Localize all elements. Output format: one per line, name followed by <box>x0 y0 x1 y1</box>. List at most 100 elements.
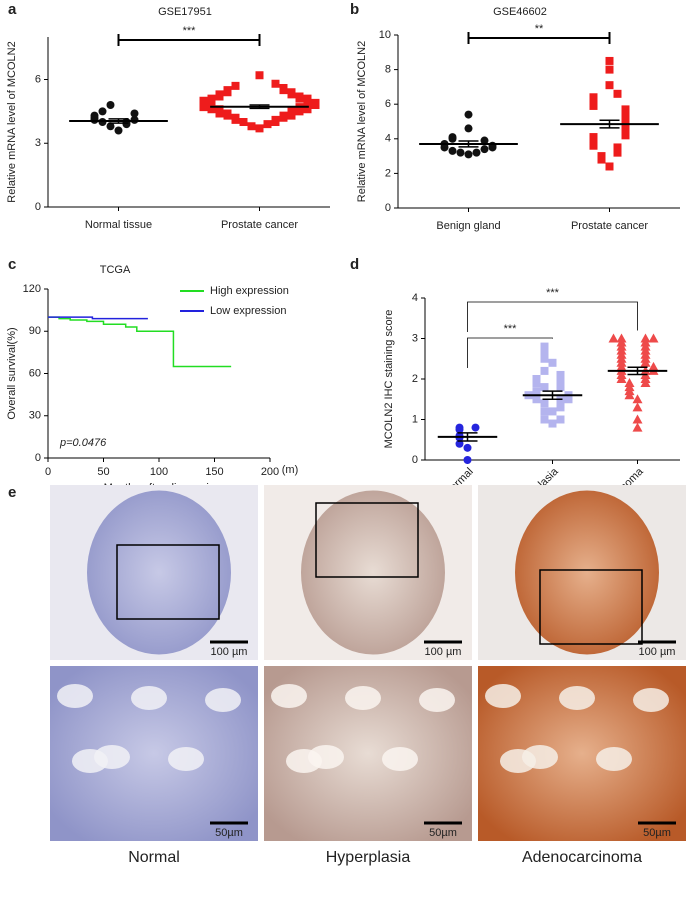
micrograph: 100 µm <box>50 485 258 660</box>
data-point <box>98 118 107 126</box>
y-tick-label: 90 <box>29 325 41 337</box>
data-point <box>231 81 240 90</box>
gland <box>271 684 307 708</box>
x-tick-label: 150 <box>205 466 223 478</box>
y-tick-label: 4 <box>385 133 391 145</box>
data-point <box>255 124 264 133</box>
data-point <box>464 110 473 119</box>
data-point <box>648 361 659 371</box>
data-point <box>556 399 565 408</box>
data-point <box>472 148 481 157</box>
error-bar <box>599 119 620 129</box>
y-axis-label: MCOLN2 IHC staining score <box>383 310 395 449</box>
gland <box>72 749 108 773</box>
data-point <box>106 101 115 109</box>
data-point <box>540 342 549 351</box>
data-point <box>632 394 643 404</box>
gland <box>419 688 455 712</box>
data-point <box>564 395 573 404</box>
data-point <box>597 152 606 161</box>
micrograph-label: Adenocarcinoma <box>522 849 642 866</box>
data-point <box>556 375 565 383</box>
gland <box>500 749 536 773</box>
legend-label: High expression <box>210 285 289 297</box>
data-point <box>90 111 99 120</box>
data-point <box>605 162 614 171</box>
data-point <box>632 422 643 432</box>
panel-label: c <box>8 256 16 273</box>
y-tick-label: 3 <box>412 332 418 344</box>
data-point <box>480 145 489 154</box>
zoom-box <box>315 502 419 578</box>
scale-bar-label: 50µm <box>429 827 457 839</box>
scale-bar-label: 50µm <box>643 827 671 839</box>
data-point <box>98 107 107 116</box>
y-tick-label: 0 <box>35 452 41 464</box>
gland <box>57 684 93 708</box>
data-point <box>540 399 549 408</box>
data-point <box>532 375 541 383</box>
chart-title: TCGA <box>100 264 131 276</box>
panel-label: d <box>350 256 359 273</box>
gland <box>131 686 167 710</box>
data-point <box>648 333 659 343</box>
data-point <box>464 150 473 159</box>
data-point <box>287 88 296 97</box>
x-tick-label: 200 <box>261 466 279 478</box>
y-tick-label: 10 <box>379 29 391 41</box>
data-point <box>106 122 115 131</box>
data-point <box>624 378 635 388</box>
micrograph-label: Normal <box>128 849 180 866</box>
x-tick-label: 50 <box>97 466 109 478</box>
y-tick-label: 6 <box>385 98 391 110</box>
data-point <box>207 101 216 109</box>
y-tick-label: 0 <box>35 201 41 213</box>
error-bar <box>458 140 479 148</box>
micrograph: 50µm <box>478 666 686 841</box>
y-tick-label: 2 <box>412 373 418 385</box>
significance-bracket <box>467 337 553 368</box>
significance-bracket <box>117 34 261 46</box>
significance-bracket <box>467 32 611 44</box>
zoom-box <box>539 569 643 645</box>
data-point <box>271 115 280 124</box>
data-point <box>471 423 480 432</box>
error-bar <box>627 366 648 376</box>
data-point <box>488 141 497 150</box>
data-point <box>540 354 549 363</box>
data-point <box>311 98 320 107</box>
data-point <box>463 443 472 452</box>
data-point <box>464 124 473 133</box>
survival-line <box>48 316 232 368</box>
scale-bar-label: 100 µm <box>211 646 248 658</box>
panel-label: b <box>350 1 359 18</box>
data-point <box>548 407 557 416</box>
data-point <box>231 113 240 122</box>
y-tick-label: 3 <box>35 137 41 149</box>
gland <box>205 688 241 712</box>
data-point <box>540 415 549 424</box>
error-bar <box>542 390 563 400</box>
data-point <box>255 71 264 80</box>
x-tick-label: Prostate cancer <box>571 220 648 232</box>
x-tick-label: 100 <box>150 466 168 478</box>
data-point <box>632 414 643 424</box>
data-point <box>556 415 565 424</box>
significance-label: *** <box>504 323 518 335</box>
data-point <box>613 89 622 98</box>
gland <box>596 747 632 771</box>
y-tick-label: 120 <box>23 283 41 295</box>
data-point <box>556 383 565 392</box>
p-value: p=0.0476 <box>59 437 107 449</box>
data-point <box>548 419 557 428</box>
data-point <box>480 136 489 145</box>
data-point <box>215 90 224 99</box>
data-point <box>540 383 549 392</box>
data-point <box>287 107 296 116</box>
gland <box>382 747 418 771</box>
data-point <box>589 93 598 102</box>
x-tick-label: 0 <box>45 466 51 478</box>
data-point <box>247 122 256 131</box>
data-point <box>263 120 272 129</box>
y-tick-label: 8 <box>385 64 391 76</box>
